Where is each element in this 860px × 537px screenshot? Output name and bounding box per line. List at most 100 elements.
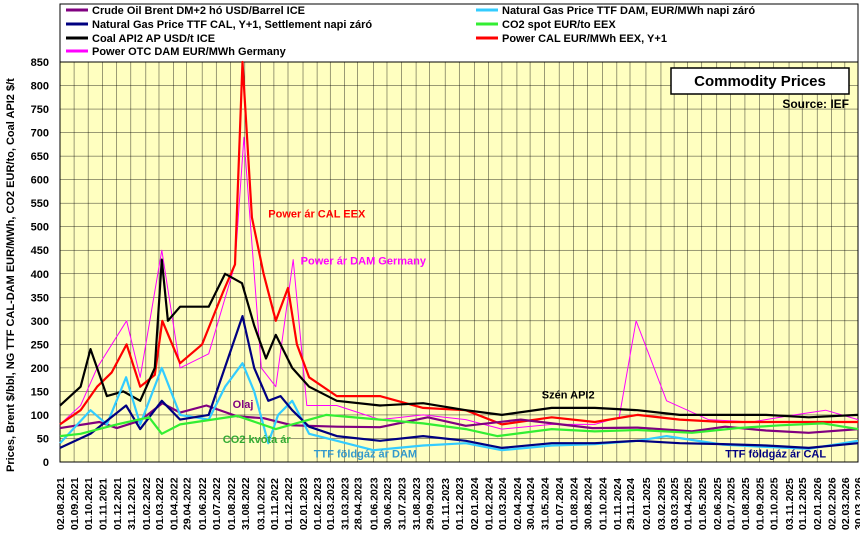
y-tick-label: 800 — [31, 81, 49, 93]
x-tick-label: 28.04.2023 — [352, 477, 364, 530]
series-line-6 — [59, 413, 859, 438]
y-tick-label: 250 — [31, 339, 49, 351]
x-tick-label: 01.09.2025 — [754, 477, 766, 530]
x-tick-label: 01.10.2021 — [83, 477, 95, 530]
x-tick-label: 01.07.2025 — [725, 477, 737, 530]
y-axis-label: Prices, Brent $/bbl, NG TTF CAL-DAM EUR/… — [5, 78, 17, 472]
x-tick-label: 01.05.2025 — [697, 477, 709, 530]
x-tick-label: 30.04.2024 — [525, 477, 537, 530]
x-tick-label: 30.06.2023 — [382, 477, 394, 530]
series-line-1 — [59, 60, 858, 426]
chart-title: Commodity Prices — [694, 73, 826, 90]
x-tick-label: 03.10.2022 — [255, 477, 267, 530]
x-tick-label: 01.07.2022 — [211, 477, 223, 530]
y-tick-label: 650 — [31, 151, 49, 163]
x-tick-label: 03.11.2025 — [784, 478, 796, 530]
x-tick-label: 02.01.2026 — [812, 477, 824, 530]
y-tick-label: 750 — [31, 104, 49, 116]
annotation-label: TTF földgáz ár CAL — [725, 448, 826, 460]
y-tick-label: 0 — [43, 457, 49, 469]
chart-title-box — [670, 67, 850, 95]
x-tick-label: 01.03.2022 — [154, 477, 166, 530]
series-line-3 — [59, 402, 859, 434]
x-tick-label: 01.02.2023 — [312, 477, 324, 530]
x-tick-label: 01.11.2023 — [440, 478, 452, 530]
y-axis-ticks: 0 50 100 150 200 250 300 350 400 450 500 550 600 650 7… — [31, 57, 49, 469]
legend-label: CO2 spot EUR/to EEX — [502, 19, 616, 31]
x-tick-label: 31.12.2021 — [126, 477, 138, 530]
legend-label: Natural Gas Price TTF CAL, Y+1, Settleme… — [92, 19, 372, 31]
x-tick-label: 01.11.2021 — [98, 478, 110, 530]
y-tick-label: 50 — [37, 433, 49, 445]
series-line-2 — [59, 258, 859, 419]
x-tick-label: 01.08.2024 — [569, 477, 581, 530]
legend-label: Power CAL EUR/MWh EEX, Y+1 — [502, 33, 667, 45]
x-tick-label: 01.02.2022 — [141, 477, 153, 530]
x-tick-label: 01.11.2022 — [269, 478, 281, 530]
x-tick-label: 29.09.2023 — [425, 477, 437, 530]
x-tick-label: 01.12.2021 — [112, 477, 124, 530]
plot-area — [59, 61, 859, 463]
chart-source: Source: IEF — [782, 97, 849, 111]
legend-label: Coal API2 AP USD/t ICE — [92, 33, 215, 45]
annotation-label: Olaj — [233, 399, 254, 411]
x-tick-label: 31.07.2023 — [397, 477, 409, 530]
x-tick-label: 01.06.2023 — [368, 477, 380, 530]
x-tick-label: 01.12.2023 — [454, 477, 466, 530]
series-lines — [59, 60, 859, 452]
y-tick-label: 850 — [31, 57, 49, 69]
x-tick-label: 01.08.2025 — [740, 477, 752, 530]
x-tick-label: 31.03.2023 — [339, 477, 351, 530]
series-line-0 — [59, 136, 859, 430]
x-tick-label: 29.04.2022 — [182, 477, 194, 530]
annotation-label: Power ár CAL EEX — [268, 208, 366, 220]
legend-label: Power OTC DAM EUR/MWh Germany — [92, 46, 287, 58]
y-tick-label: 350 — [31, 292, 49, 304]
x-tick-label: 01.02.2024 — [483, 477, 495, 530]
y-tick-label: 300 — [31, 316, 49, 328]
x-tick-label: 02.04.2024 — [512, 477, 524, 530]
y-tick-label: 500 — [31, 222, 49, 234]
series-line-5 — [59, 315, 859, 449]
legend-label: Natural Gas Price TTF DAM, EUR/MWh napi … — [502, 5, 755, 17]
x-tick-label: 01.12.2022 — [283, 477, 295, 530]
x-tick-label: 01.03.2024 — [497, 477, 509, 530]
y-tick-label: 100 — [31, 410, 49, 422]
x-tick-label: 30.03.2026 — [853, 477, 860, 530]
x-tick-label: 03.03.2025 — [669, 477, 681, 530]
x-tick-label: 01.09.2021 — [69, 477, 81, 530]
annotation-label: TTF földgáz ár DAM — [314, 448, 417, 460]
x-tick-label: 01.11.2024 — [612, 478, 624, 530]
x-tick-label: 02.06.2025 — [712, 477, 724, 530]
x-tick-label: 02.08.2021 — [55, 477, 67, 530]
x-tick-label: 01.06.2022 — [197, 477, 209, 530]
x-tick-label: 01.04.2022 — [169, 477, 181, 530]
x-tick-label: 01.08.2022 — [226, 477, 238, 530]
x-tick-label: 02.01.2023 — [298, 477, 310, 530]
x-tick-label: 01.03.2023 — [325, 477, 337, 530]
x-tick-label: 03.02.2025 — [656, 477, 668, 530]
y-tick-label: 450 — [31, 245, 49, 257]
x-tick-label: 02.01.2025 — [641, 477, 653, 530]
x-tick-label: 29.11.2024 — [625, 478, 637, 530]
annotations: Power ár CAL EEX Power ár DAM Germany Szén… — [223, 208, 827, 460]
x-tick-label: 02.03.2026 — [840, 477, 852, 530]
annotation-label: Szén API2 — [542, 389, 595, 401]
legend-label: Crude Oil Brent DM+2 hó USD/Barrel ICE — [92, 5, 305, 17]
legend: Crude Oil Brent DM+2 hó USD/Barrel ICE Na… — [66, 5, 755, 58]
y-tick-label: 150 — [31, 386, 49, 398]
x-tick-label: 01.10.2025 — [769, 477, 781, 530]
y-tick-label: 550 — [31, 198, 49, 210]
legend-box — [59, 3, 859, 63]
x-tick-label: 30.08.2024 — [582, 477, 594, 530]
x-tick-label: 02.01.2024 — [469, 477, 481, 530]
x-tick-label: 02.02.2026 — [827, 477, 839, 530]
y-tick-label: 200 — [31, 363, 49, 375]
annotation-label: CO2 kvóta ár — [223, 434, 292, 446]
y-tick-label: 600 — [31, 175, 49, 187]
x-tick-label: 31.05.2024 — [540, 477, 552, 530]
x-tick-label: 01.10.2024 — [597, 477, 609, 530]
x-tick-label: 01.12.2025 — [797, 477, 809, 530]
x-tick-label: 31.08.2023 — [411, 477, 423, 530]
